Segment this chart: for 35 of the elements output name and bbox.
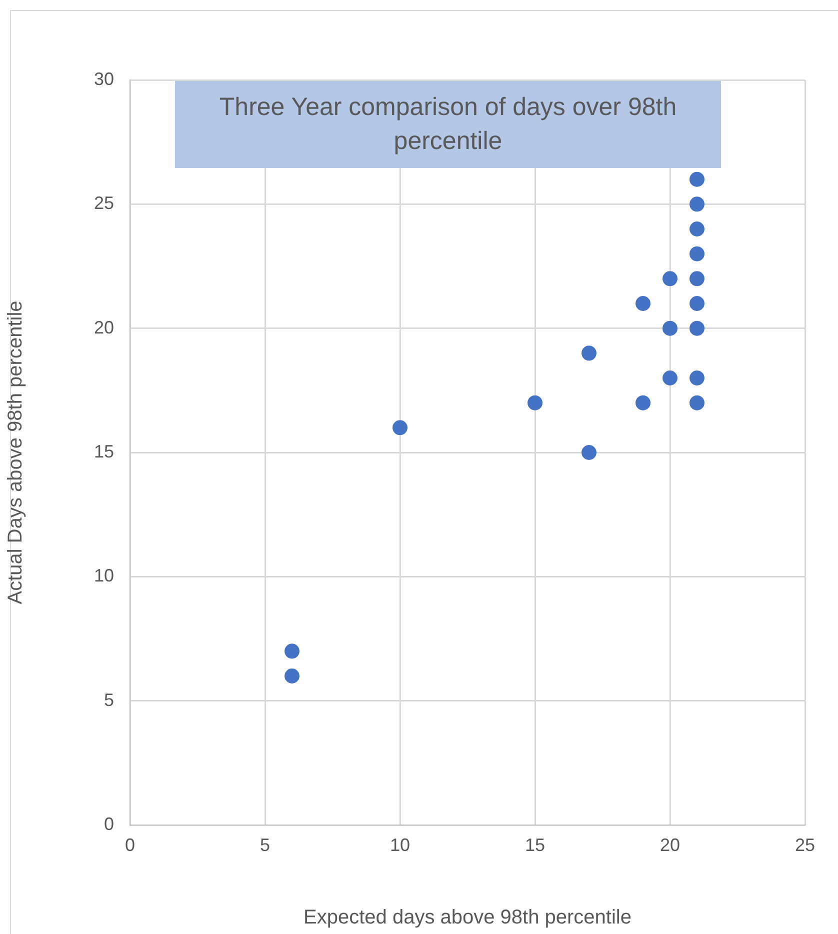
x-axis-title: Expected days above 98th percentile (304, 906, 632, 929)
y-axis-title: Actual Days above 98th percentile (4, 300, 27, 604)
x-tick-label: 10 (390, 834, 410, 855)
x-tick-label: 5 (260, 834, 270, 855)
point (582, 346, 596, 361)
point (284, 668, 300, 684)
point (690, 296, 704, 311)
point (690, 222, 704, 236)
point (690, 271, 704, 286)
point (392, 420, 408, 436)
point (636, 395, 650, 410)
point (636, 296, 650, 311)
point (662, 320, 678, 336)
y-tick-label: 30 (94, 68, 114, 89)
point (284, 644, 300, 659)
y-tick-label: 0 (104, 814, 114, 834)
x-tick-label: 0 (124, 834, 136, 855)
y-tick-label: 20 (94, 317, 114, 338)
x-tick-label: 20 (660, 834, 680, 855)
point (690, 196, 704, 212)
point (690, 370, 704, 386)
y-tick-label: 25 (94, 193, 114, 214)
y-tick-label: 10 (94, 566, 114, 586)
point (662, 370, 678, 386)
point (690, 172, 704, 187)
point (582, 445, 596, 460)
point (662, 271, 678, 286)
y-tick-label: 15 (94, 441, 114, 462)
point (690, 320, 704, 336)
point (690, 395, 704, 410)
point (690, 246, 704, 262)
point (528, 395, 542, 410)
y-tick-label: 5 (104, 690, 114, 710)
x-tick-label: 25 (794, 834, 816, 855)
x-tick-label: 15 (524, 834, 546, 855)
